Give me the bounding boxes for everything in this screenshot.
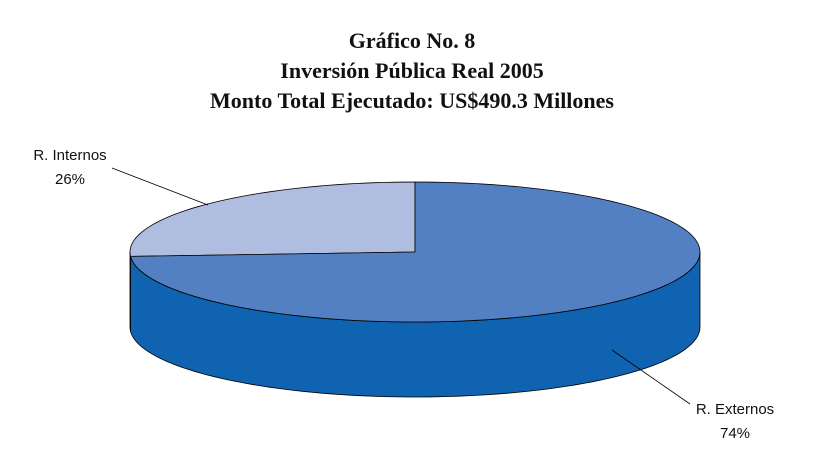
chart-title: Monto Total Ejecutado: US$490.3 Millones: [210, 88, 614, 113]
pie-slice: [130, 181, 701, 323]
data-label: 26%: [55, 171, 85, 188]
data-label: R. Externos: [696, 401, 774, 418]
chart-title: Inversión Pública Real 2005: [280, 58, 543, 83]
leader-line: [111, 167, 209, 206]
data-label: 74%: [720, 425, 750, 442]
pie-slice: [129, 181, 416, 257]
leader-line: [611, 349, 691, 405]
chart-title: Gráfico No. 8: [349, 28, 475, 53]
data-label: R. Internos: [33, 147, 106, 164]
